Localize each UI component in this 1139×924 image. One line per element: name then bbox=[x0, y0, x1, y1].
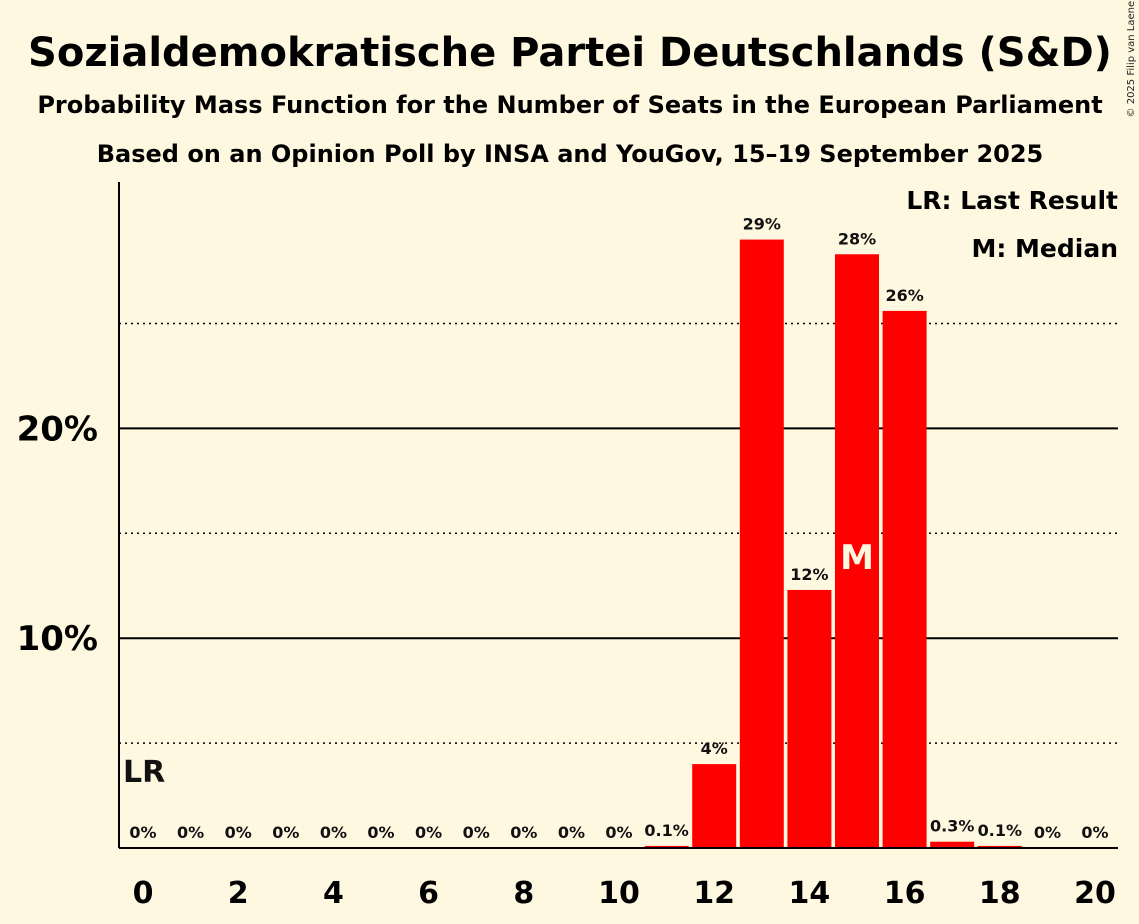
chart-subtitle-poll: Based on an Opinion Poll by INSA and You… bbox=[97, 140, 1044, 168]
y-tick-label: 10% bbox=[17, 619, 98, 659]
x-tick-label: 12 bbox=[693, 876, 735, 911]
bar-value-label: 29% bbox=[743, 215, 781, 234]
chart-subtitle: Probability Mass Function for the Number… bbox=[37, 91, 1102, 119]
x-tick-label: 14 bbox=[789, 876, 831, 911]
bar-value-label: 0% bbox=[463, 823, 490, 842]
bar bbox=[977, 845, 1022, 848]
bar bbox=[835, 254, 879, 849]
bar-value-label: 0.3% bbox=[930, 817, 974, 836]
x-tick-label: 20 bbox=[1074, 876, 1116, 911]
y-tick-label: 20% bbox=[17, 409, 98, 449]
x-tick-label: 18 bbox=[979, 876, 1021, 911]
median-marker: M bbox=[840, 538, 874, 578]
legend-median: M: Median bbox=[971, 234, 1118, 263]
bar-value-label: 26% bbox=[885, 286, 923, 305]
copyright-note: © 2025 Filip van Laenen bbox=[1126, 0, 1137, 117]
bar bbox=[739, 239, 784, 848]
x-tick-label: 8 bbox=[513, 876, 534, 911]
bars: 0% 0% 0% 0% 0% 0% 0% 0% 0% 0% 0% 0.1% 4% 29% 12% 28% 26%… bbox=[123, 215, 1109, 849]
bar-value-label: 28% bbox=[838, 229, 876, 248]
axes: 0 2 4 6 8 10 12 14 16 18 20 bbox=[118, 182, 1118, 911]
last-result-marker: LR bbox=[123, 755, 165, 790]
bar-value-label: 0.1% bbox=[644, 821, 688, 840]
x-tick-label: 10 bbox=[598, 876, 640, 911]
bar bbox=[882, 310, 927, 848]
x-tick-label: 2 bbox=[228, 876, 249, 911]
gridlines: 10% 20% bbox=[17, 322, 1118, 744]
bar-value-label: 0% bbox=[510, 823, 537, 842]
bar-value-label: 0% bbox=[129, 823, 156, 842]
x-tick-label: 16 bbox=[884, 876, 926, 911]
bar-value-label: 4% bbox=[701, 739, 728, 758]
bar bbox=[644, 845, 689, 848]
bar-value-label: 0% bbox=[1034, 823, 1061, 842]
chart-title: Sozialdemokratische Partei Deutschlands … bbox=[28, 30, 1112, 76]
x-tick-label: 6 bbox=[418, 876, 439, 911]
bar-value-label: 0% bbox=[272, 823, 299, 842]
bar-value-label: 0% bbox=[558, 823, 585, 842]
bar bbox=[787, 589, 832, 848]
x-tick-label: 4 bbox=[323, 876, 344, 911]
bar-value-label: 0.1% bbox=[978, 821, 1022, 840]
bar-value-label: 0% bbox=[605, 823, 632, 842]
bar bbox=[692, 764, 737, 848]
bar-value-label: 0% bbox=[177, 823, 204, 842]
bar-value-label: 0% bbox=[367, 823, 394, 842]
bar-value-label: 12% bbox=[790, 565, 828, 584]
x-tick-label: 0 bbox=[133, 876, 154, 911]
bar-value-label: 0% bbox=[320, 823, 347, 842]
bar bbox=[930, 841, 975, 848]
legend-last-result: LR: Last Result bbox=[906, 186, 1118, 215]
bar-value-label: 0% bbox=[225, 823, 252, 842]
bar-value-label: 0% bbox=[415, 823, 442, 842]
bar-value-label: 0% bbox=[1081, 823, 1108, 842]
